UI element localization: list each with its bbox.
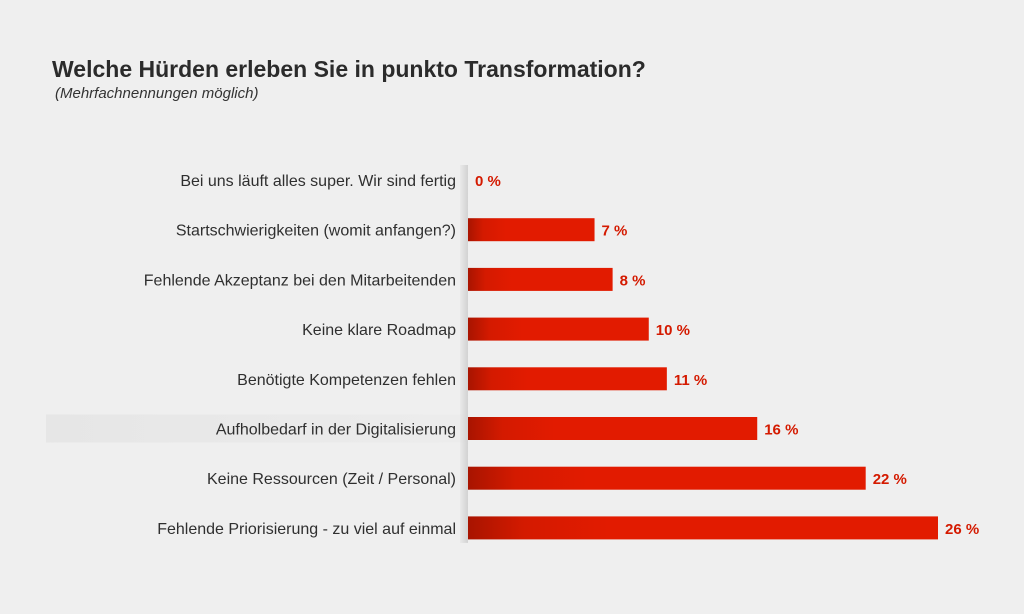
value-label: 7 %	[602, 223, 628, 240]
bar-startschwierigkeiten-womit-anfangen	[468, 218, 595, 242]
bar-benoetigte-kompetenzen-fehlen	[468, 367, 667, 391]
bar-keine-klare-roadmap	[468, 317, 649, 341]
category-label: Startschwierigkeiten (womit anfangen?)	[176, 223, 456, 240]
category-label: Bei uns läuft alles super. Wir sind fert…	[180, 173, 456, 190]
chart-subtitle: (Mehrfachnennungen möglich)	[55, 85, 259, 102]
value-label: 16 %	[764, 422, 798, 439]
value-label: 0 %	[475, 173, 501, 190]
value-label: 11 %	[674, 372, 707, 389]
value-label: 10 %	[656, 322, 690, 339]
highlight-band	[46, 414, 468, 443]
category-label: Fehlende Priorisierung - zu viel auf ein…	[157, 521, 456, 538]
category-label: Aufholbedarf in der Digitalisierung	[216, 422, 456, 439]
bar-aufholbedarf-in-der-digitalisierung	[468, 417, 758, 440]
bar-fehlende-akzeptanz-bei-den-mitarbeitenden	[468, 267, 613, 291]
category-label: Benötigte Kompetenzen fehlen	[237, 372, 456, 389]
chart-title: Welche Hürden erleben Sie in punkto Tran…	[52, 56, 646, 82]
bar-keine-ressourcen-zeit-personal	[468, 466, 866, 490]
y-axis-shade	[460, 165, 468, 543]
value-label: 26 %	[945, 521, 979, 538]
bar-fehlende-priorisierung-zu-viel-auf-einmal	[468, 516, 938, 540]
value-label: 8 %	[620, 272, 646, 289]
category-label: Fehlende Akzeptanz bei den Mitarbeitende…	[144, 272, 456, 289]
category-label: Keine klare Roadmap	[302, 322, 456, 339]
value-label: 22 %	[873, 471, 907, 488]
category-label: Keine Ressourcen (Zeit / Personal)	[207, 471, 456, 488]
